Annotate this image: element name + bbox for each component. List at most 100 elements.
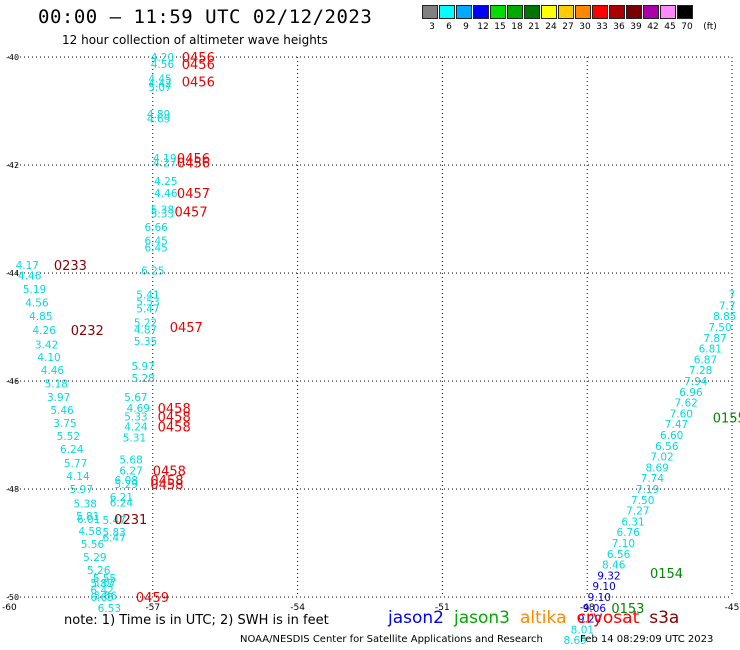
legend-swatch-27 [558, 5, 574, 19]
pass-time-label: 0457 [175, 205, 208, 220]
y-tick-label: -44 [6, 269, 19, 278]
wave-height-label: 9.10 [588, 592, 611, 604]
legend-swatch-42 [643, 5, 659, 19]
satellite-altika: altika [520, 608, 567, 628]
wave-height-label: 6.60 [660, 430, 683, 442]
satellite-jason2: jason2 [388, 608, 444, 628]
wave-height-label: 5.38 [151, 204, 174, 216]
wave-height-label: 6.08 [115, 475, 138, 487]
pass-time-label: 0458 [150, 474, 183, 489]
pass-time-label: 0458 [153, 465, 186, 480]
wave-height-label: 6.87 [694, 354, 717, 366]
satellite-s3a: s3a [649, 608, 680, 628]
wave-height-label: 5.18 [45, 379, 68, 391]
legend-swatch-33 [592, 5, 608, 19]
wave-height-label: 4.10 [37, 352, 60, 364]
pass-time-label: 0233 [54, 259, 87, 274]
wave-height-label: 5.53 [136, 297, 159, 309]
wave-height-label: 4.46 [18, 271, 42, 283]
wave-height-label: 5.68 [119, 454, 142, 466]
wave-height-label: 5.55 [93, 573, 116, 585]
wave-height-label: 7.47 [665, 419, 688, 431]
legend-label: 15 [494, 22, 506, 32]
wave-height-label: 6.24 [60, 444, 84, 456]
legend-label: 70 [681, 22, 693, 32]
wave-height-label: 4.46 [41, 365, 65, 377]
wave-height-label: 8.85 [713, 311, 736, 323]
corner-tick-label: -60 [2, 603, 17, 613]
y-tick-label: -48 [6, 485, 19, 494]
legend-label: 39 [630, 22, 642, 32]
wave-height-label: 6.24 [110, 498, 134, 510]
legend-swatch-15 [490, 5, 506, 19]
wave-height-label: 7.02 [650, 452, 673, 464]
wave-height-label: 9.32 [597, 570, 620, 582]
wave-height-label: 4.19 [153, 153, 176, 165]
pass-time-label: 0456 [177, 152, 210, 167]
pass-time-label: 0232 [71, 324, 104, 339]
legend-swatch-24 [541, 5, 557, 19]
wave-height-label: 7.94 [684, 376, 708, 388]
pass-time-label: 0458 [158, 402, 191, 417]
wave-height-label: 7.50 [631, 495, 654, 507]
pass-time-label: 0457 [177, 187, 210, 202]
legend-swatch-21 [524, 5, 540, 19]
wave-height-label: 6.53 [98, 603, 121, 615]
wave-height-label: 6.96 [679, 387, 703, 399]
page-subtitle: 12 hour collection of altimeter wave hei… [62, 33, 328, 47]
x-tick-label: -48 [580, 603, 595, 613]
satellite-cryosat: cryosat [576, 608, 640, 628]
wave-height-label: 4.20 [151, 52, 174, 64]
wave-height-label: 5.35 [134, 336, 157, 348]
wave-height-label: 5.77 [64, 458, 87, 470]
legend-swatch-3 [422, 5, 438, 19]
page-title: 00:00 – 11:59 UTC 02/12/2023 [38, 6, 373, 28]
legend-swatch-70 [677, 5, 693, 19]
wave-height-label: 5.29 [115, 479, 138, 491]
wave-height-label: 4.25 [154, 176, 177, 188]
y-tick-label: -50 [6, 593, 19, 602]
pass-time-label: 0458 [150, 478, 183, 493]
legend-label: 6 [446, 22, 452, 32]
wave-height-label: 5.83 [102, 527, 125, 539]
pass-time-label: 0459 [136, 591, 169, 606]
wave-height-label: 6.56 [655, 441, 679, 453]
wave-height-label: 8.01 [571, 624, 594, 636]
wave-height-label: 5.97 [70, 484, 93, 496]
y-tick-label: -40 [6, 53, 19, 62]
wave-height-label: 4.45 [148, 74, 171, 86]
wave-height-label: 8.69 [645, 462, 668, 474]
footnote: note: 1) Time is in UTC; 2) SWH is in fe… [64, 613, 329, 628]
wave-height-label: 4.26 [33, 325, 57, 337]
legend-swatch-39 [626, 5, 642, 19]
wave-height-label: 6.42 [90, 585, 113, 597]
pass-time-label: 0458 [158, 420, 191, 435]
wave-height-label: 7 [729, 290, 736, 302]
wave-height-label: 4.14 [66, 471, 90, 483]
legend-swatch-9 [456, 5, 472, 19]
legend-label: 24 [545, 22, 557, 32]
wave-height-label: 4.42 [148, 78, 171, 90]
wave-height-label: 6.76 [617, 527, 641, 539]
y-tick-label: -46 [6, 377, 19, 386]
wave-height-label: 5.52 [57, 431, 80, 443]
pass-time-label: 0456 [177, 156, 210, 171]
wave-height-label: 5.07 [93, 577, 116, 589]
pass-time-label: 0155 [713, 412, 740, 427]
wave-height-label: 5.41 [136, 290, 159, 302]
legend-swatch-36 [609, 5, 625, 19]
x-tick-label: -51 [435, 603, 450, 613]
wave-height-label: 8.69 [563, 635, 586, 647]
wave-height-label: 5.26 [87, 565, 111, 577]
pass-time-label: 0457 [170, 321, 203, 336]
wave-height-label: 5.33 [151, 209, 174, 221]
wave-height-label: 6.81 [699, 344, 722, 356]
wave-height-label: 5.47 [136, 304, 159, 316]
wave-height-label: 4.85 [29, 311, 52, 323]
wave-height-label: 5.97 [131, 361, 154, 373]
satellite-key: jason2 jason3 altika cryosat s3a [388, 608, 689, 628]
pass-time-label: 0456 [182, 58, 215, 73]
legend-label: 45 [664, 22, 676, 32]
wave-height-label: 4.56 [25, 298, 49, 310]
wave-height-label: 5.31 [123, 433, 146, 445]
